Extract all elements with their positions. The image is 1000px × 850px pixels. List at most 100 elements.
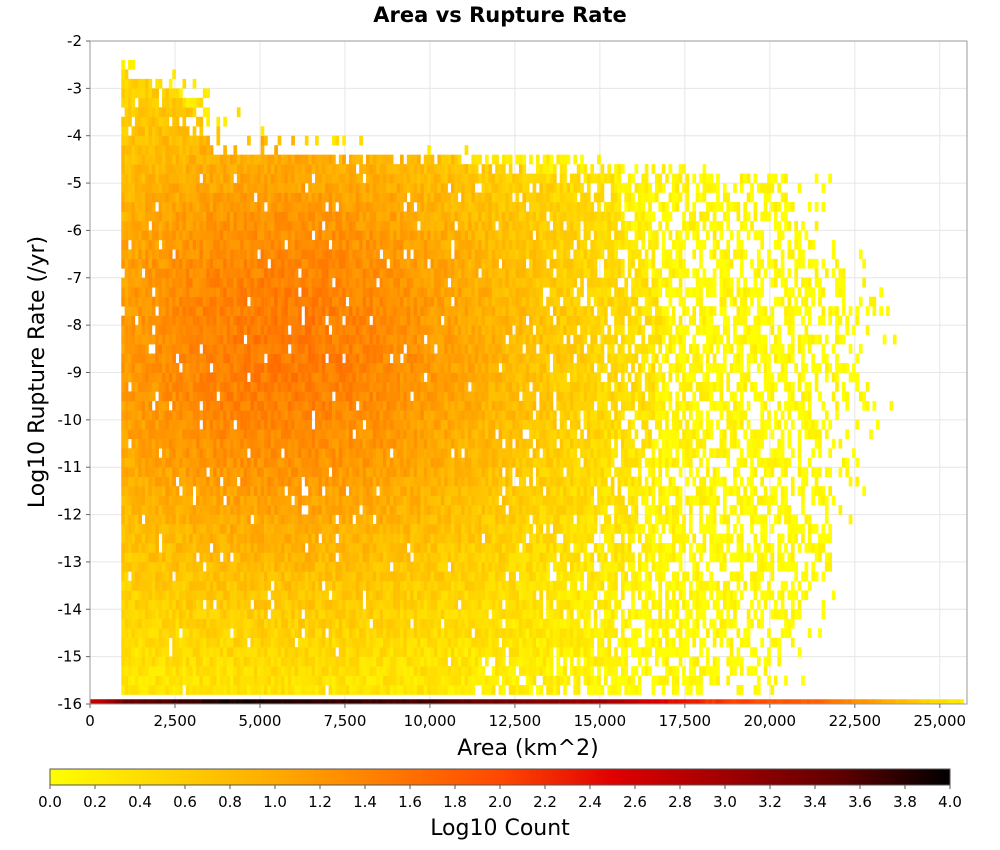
heatmap-cell (250, 476, 255, 487)
heatmap-cell (430, 476, 435, 487)
heatmap-cell (172, 552, 176, 563)
heatmap-cell (583, 448, 588, 459)
heatmap-cell (325, 476, 329, 487)
heatmap-cell (709, 448, 714, 459)
heatmap-cell (434, 438, 438, 449)
heatmap-cell (281, 476, 285, 487)
heatmap-cell (175, 561, 180, 572)
heatmap-cell (240, 675, 244, 686)
heatmap-cell (189, 590, 193, 601)
heatmap-cell (559, 419, 564, 430)
heatmap-cell (162, 590, 166, 601)
heatmap-cell (491, 685, 496, 695)
heatmap-cell (423, 609, 428, 620)
heatmap-cell (610, 552, 615, 563)
heatmap-cell (328, 647, 333, 657)
heatmap-cell (552, 476, 557, 487)
heatmap-cell (777, 514, 782, 525)
heatmap-cell (372, 552, 377, 563)
heatmap-cell (563, 476, 567, 487)
heatmap-cell (624, 675, 629, 686)
heatmap-cell (569, 448, 574, 459)
heatmap-cell (464, 580, 469, 591)
heatmap-cell (121, 419, 125, 430)
heatmap-cell (617, 419, 622, 430)
heatmap-cell (535, 561, 540, 572)
heatmap-cell (199, 590, 204, 601)
heatmap-cell (556, 561, 561, 572)
heatmap-cell (134, 457, 139, 468)
heatmap-cell (777, 448, 782, 459)
heatmap-cell (359, 514, 363, 525)
heatmap-cell (175, 628, 180, 638)
heatmap-cell (665, 514, 669, 525)
heatmap-cell (185, 457, 190, 468)
heatmap-cell (253, 571, 258, 582)
heatmap-cell (634, 637, 639, 648)
heatmap-cell (179, 666, 183, 676)
heatmap-cell (821, 486, 826, 496)
heatmap-cell (488, 448, 493, 459)
heatmap-cell (705, 486, 710, 496)
heatmap-cell (202, 571, 207, 582)
heatmap-cell (175, 457, 180, 468)
heatmap-cell (464, 514, 469, 525)
heatmap-cell (515, 618, 520, 629)
heatmap-cell (505, 675, 510, 686)
heatmap-cell (688, 467, 693, 477)
heatmap-cell (376, 429, 380, 440)
heatmap-cell (291, 514, 295, 525)
heatmap-cell (141, 476, 146, 487)
heatmap-cell (192, 599, 197, 610)
heatmap-cell (213, 666, 217, 676)
heatmap-cell (342, 552, 346, 563)
heatmap-cell (539, 542, 544, 553)
heatmap-cell (610, 571, 615, 582)
heatmap-cell (321, 666, 326, 676)
heatmap-cell (756, 561, 761, 572)
heatmap-cell (131, 628, 136, 638)
heatmap-cell (580, 486, 584, 496)
heatmap-cell (287, 467, 292, 477)
heatmap-cell (726, 599, 731, 610)
heatmap-cell (515, 675, 520, 686)
heatmap-cell (145, 656, 149, 667)
heatmap-cell (559, 628, 564, 638)
heatmap-cell (603, 495, 608, 506)
heatmap-cell (396, 618, 401, 629)
heatmap-cell (777, 457, 782, 468)
heatmap-cell (328, 609, 333, 620)
heatmap-cell (427, 524, 431, 534)
heatmap-cell (471, 599, 476, 610)
heatmap-cell (162, 524, 166, 534)
heatmap-cell (352, 618, 357, 629)
heatmap-cell (457, 514, 462, 525)
heatmap-cell (189, 505, 193, 515)
heatmap-cell (508, 457, 513, 468)
heatmap-cell (559, 467, 564, 477)
heatmap-cell (454, 524, 459, 534)
heatmap-cell (219, 628, 224, 638)
heatmap-cell (396, 486, 401, 496)
heatmap-cell (427, 618, 431, 629)
heatmap-cell (168, 590, 173, 601)
heatmap-cell (338, 628, 343, 638)
heatmap-cell (236, 429, 241, 440)
heatmap-cell (362, 628, 367, 638)
heatmap-cell (508, 429, 513, 440)
heatmap-cell (328, 561, 333, 572)
heatmap-cell (304, 609, 309, 620)
heatmap-cell (695, 448, 700, 459)
heatmap-cell (172, 609, 176, 620)
heatmap-cell (488, 457, 493, 468)
heatmap-cell (192, 561, 197, 572)
heatmap-cell (682, 524, 686, 534)
heatmap-cell (484, 580, 489, 591)
heatmap-cell (216, 495, 221, 506)
heatmap-cell (566, 618, 571, 629)
heatmap-cell (264, 419, 268, 430)
heatmap-cell (760, 476, 765, 487)
heatmap-cell (590, 552, 595, 563)
heatmap-cell (345, 438, 350, 449)
heatmap-cell (454, 647, 459, 657)
